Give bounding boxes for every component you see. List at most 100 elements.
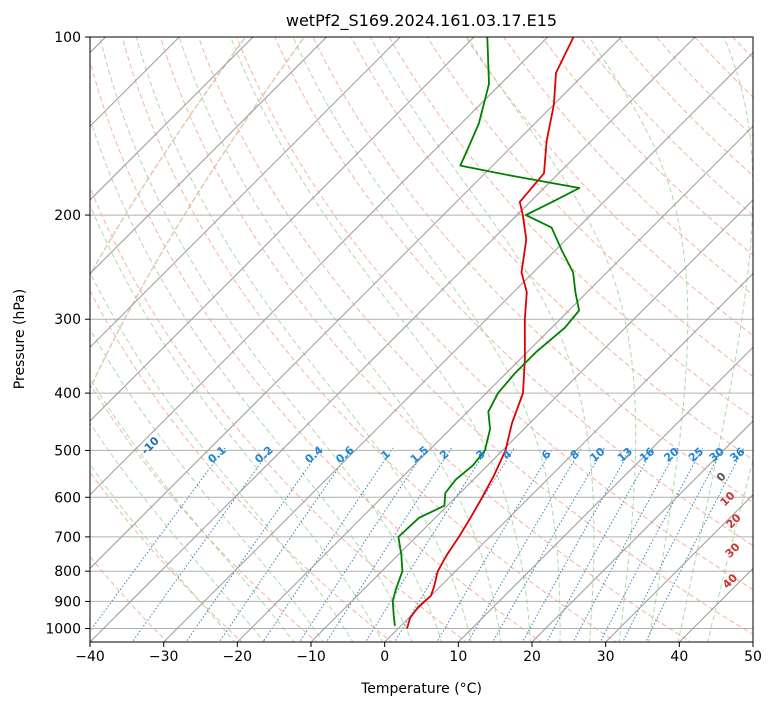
mixing-ratio-line bbox=[365, 447, 489, 642]
dry-adiabat bbox=[579, 37, 753, 216]
isotherm bbox=[90, 37, 254, 201]
x-axis-label: Temperature (°C) bbox=[360, 681, 482, 697]
y-tick-label: 800 bbox=[54, 564, 81, 580]
isotherm bbox=[90, 37, 623, 570]
mixing-ratio-label: 2 bbox=[437, 447, 451, 462]
moist-adiabat-label: 0 bbox=[714, 470, 729, 485]
x-tick-label: 40 bbox=[670, 649, 688, 665]
tan-guide-line bbox=[90, 37, 306, 391]
dry-adiabat bbox=[655, 37, 753, 137]
dry-adiabat bbox=[90, 59, 542, 642]
mixing-ratio-label: 0.4 bbox=[302, 443, 326, 466]
y-tick-label: 500 bbox=[54, 443, 81, 459]
moist-adiabat bbox=[707, 458, 753, 642]
mixing-ratio-label: 30 bbox=[707, 445, 727, 465]
mixing-ratio-label: 10 bbox=[588, 445, 608, 465]
dry-adiabat bbox=[90, 471, 243, 642]
dry-adiabat-label: -30 bbox=[0, 374, 7, 397]
mixing-ratio-line bbox=[325, 447, 453, 642]
mixing-ratio-label: 16 bbox=[637, 445, 657, 465]
dry-adiabat bbox=[541, 37, 753, 256]
mixing-ratio-label: 25 bbox=[686, 445, 706, 465]
mixing-ratio-line bbox=[218, 447, 354, 642]
isotherm bbox=[531, 420, 753, 642]
isotherm bbox=[162, 51, 753, 642]
plot-frame bbox=[89, 36, 754, 643]
mixing-ratio-line bbox=[521, 447, 633, 642]
moist-adiabat bbox=[135, 37, 472, 642]
dry-adiabat bbox=[90, 383, 318, 642]
y-tick-label: 300 bbox=[54, 312, 81, 328]
dry-adiabat bbox=[426, 37, 753, 378]
isotherm bbox=[90, 37, 549, 496]
dry-adiabat bbox=[617, 37, 753, 177]
y-axis-label: Pressure (hPa) bbox=[12, 289, 28, 389]
line-labels: 0.10.20.40.611.52346810131620253036-100-… bbox=[0, 374, 748, 591]
background-lines bbox=[90, 25, 775, 643]
moist-adiabat-label: 20 bbox=[724, 511, 744, 531]
isotherm bbox=[90, 37, 696, 642]
isotherm bbox=[90, 37, 181, 128]
dry-adiabat bbox=[236, 37, 753, 591]
dry-adiabat bbox=[159, 37, 692, 642]
mixing-ratio-line bbox=[185, 447, 323, 642]
chart-title: wetPf2_S169.2024.161.03.17.E15 bbox=[286, 11, 557, 31]
y-tick-label: 700 bbox=[54, 530, 81, 546]
moist-adiabat bbox=[99, 37, 443, 642]
mixing-ratio-label: 1 bbox=[379, 447, 393, 462]
dry-adiabat bbox=[121, 37, 617, 642]
isotherm bbox=[90, 37, 475, 422]
dry-adiabat bbox=[759, 25, 775, 643]
dry-adiabat-label: -20 bbox=[58, 403, 81, 426]
dry-adiabat-label: -10 bbox=[139, 434, 162, 457]
mixing-ratio-label: 1.5 bbox=[408, 444, 431, 466]
moist-adiabat bbox=[677, 37, 753, 642]
mixing-ratio-line bbox=[572, 447, 679, 642]
mixing-ratio-line bbox=[622, 447, 724, 642]
isotherm bbox=[383, 272, 753, 642]
moist-adiabat bbox=[178, 37, 502, 642]
mixing-ratio-line bbox=[546, 447, 655, 642]
isotherm bbox=[752, 641, 753, 642]
isotherm bbox=[90, 37, 328, 275]
y-tick-label: 600 bbox=[54, 490, 81, 506]
dry-adiabat bbox=[350, 37, 753, 461]
mixing-ratio-line bbox=[90, 447, 226, 632]
x-axis: −40 −30 −20 −10 0 10 20 30 40 50 bbox=[75, 642, 762, 665]
dry-adiabat bbox=[90, 186, 468, 642]
mixing-ratio-label: 20 bbox=[661, 445, 681, 465]
mixing-ratio-label: 4 bbox=[500, 447, 514, 462]
moist-adiabat bbox=[90, 377, 295, 642]
temperature-profile-line bbox=[406, 37, 575, 629]
dry-adiabat bbox=[312, 37, 753, 503]
y-tick-label: 1000 bbox=[45, 622, 81, 638]
dry-adiabat bbox=[197, 37, 753, 636]
x-tick-label: 30 bbox=[597, 649, 615, 665]
dry-adiabat bbox=[90, 289, 393, 642]
skewed-isotherms bbox=[90, 37, 753, 642]
isotherm bbox=[457, 346, 753, 642]
isotherm bbox=[604, 493, 753, 642]
isotherm bbox=[310, 199, 753, 642]
x-tick-label: 0 bbox=[380, 649, 389, 665]
mixing-ratio-label: 0.1 bbox=[205, 444, 228, 466]
moist-adiabat bbox=[90, 271, 354, 642]
mixing-ratio-label: 0.2 bbox=[252, 444, 275, 466]
mixing-ratio-label: 36 bbox=[728, 445, 748, 465]
isotherm bbox=[90, 37, 402, 349]
profile-lines bbox=[391, 37, 581, 629]
mixing-ratio-line bbox=[436, 447, 554, 642]
y-tick-label: 100 bbox=[54, 30, 81, 46]
mixing-ratio-line bbox=[467, 447, 583, 642]
x-tick-label: −10 bbox=[296, 649, 326, 665]
dry-adiabat bbox=[388, 37, 753, 419]
y-tick-label: 900 bbox=[54, 594, 81, 610]
mixing-ratio-label: 0.6 bbox=[333, 443, 357, 466]
mixing-ratio-label: 13 bbox=[615, 445, 635, 465]
moist-adiabat bbox=[90, 117, 413, 642]
x-tick-label: 50 bbox=[744, 649, 762, 665]
moist-adiabat bbox=[230, 37, 531, 642]
mixing-ratio-line bbox=[298, 447, 428, 642]
x-tick-label: −20 bbox=[223, 649, 253, 665]
